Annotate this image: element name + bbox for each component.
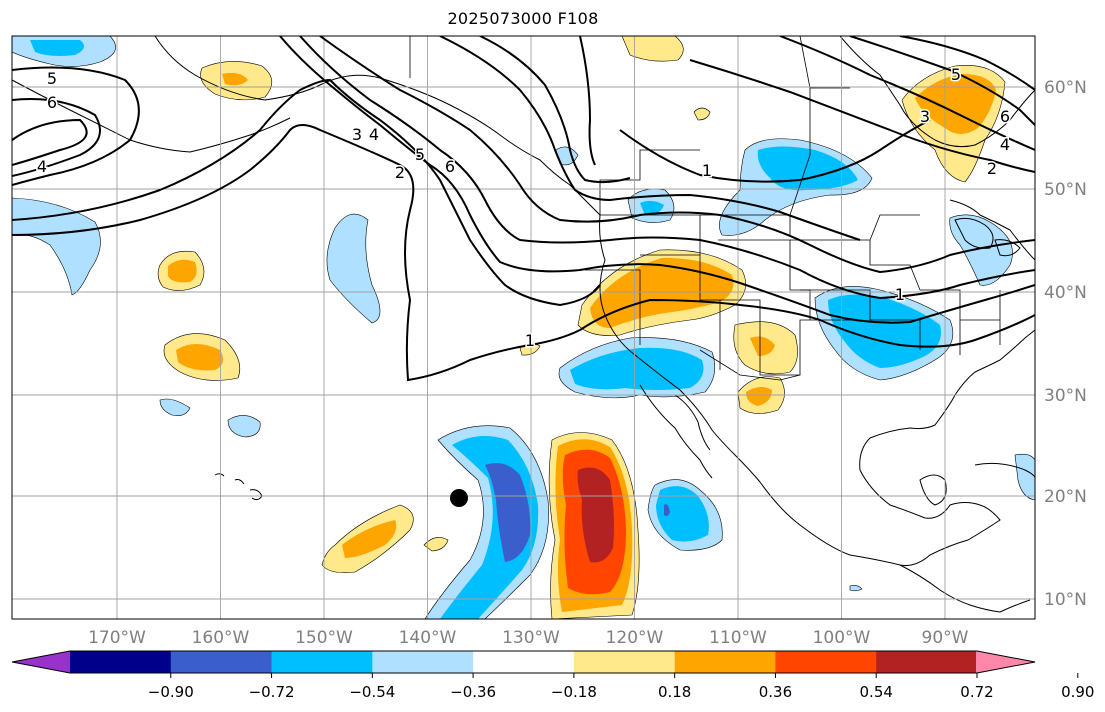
contour-value-label: 6 [47,93,57,112]
colorbar-segment [574,651,675,673]
colorbar-segment [70,651,171,673]
contour-value-label: 4 [369,125,379,144]
latitude-tick-label: 30°N [1044,386,1087,406]
longitude-tick-label: 110°W [709,628,767,648]
longitude-tick-label: 140°W [399,628,457,648]
colorbar-tick-label: −0.54 [349,683,395,701]
latitude-labels: 10°N 20°N 30°N 40°N 50°N 60°N [1044,78,1087,610]
colorbar-segment [272,651,373,673]
colorbar-tick-label: −0.36 [450,683,496,701]
latitude-tick-label: 50°N [1044,180,1087,200]
colorbar-segment [775,651,876,673]
colorbar-extend-high [976,651,1035,673]
contour-value-label: 5 [47,69,57,88]
colorbar-tick-label: 0.18 [658,683,691,701]
colorbar [12,651,1035,673]
map-figure: 5643 4562 11153 642 170°W 160°W 150°W 140°W 130… [0,0,1105,712]
contour-value-label: 2 [395,163,405,182]
colorbar-segment [675,651,776,673]
colorbar-tick-label: −0.72 [249,683,295,701]
colorbar-segment [473,651,574,673]
longitude-labels: 170°W 160°W 150°W 140°W 130°W 120°W 110°W 100°W… [88,628,969,648]
positive-anomaly-region [168,260,197,283]
contour-value-label: 1 [895,285,905,304]
contour-value-label: 4 [1000,135,1010,154]
contour-value-label: 1 [702,161,712,180]
latitude-tick-label: 20°N [1044,487,1087,507]
longitude-tick-label: 120°W [606,628,664,648]
colorbar-segment [171,651,272,673]
longitude-tick-label: 100°W [813,628,871,648]
colorbar-tick-label: 0.36 [759,683,792,701]
contour-value-label: 6 [445,157,455,176]
contour-value-label: 6 [1000,107,1010,126]
contour-value-label: 3 [920,107,930,126]
colorbar-tick-label: −0.90 [148,683,194,701]
longitude-tick-label: 130°W [502,628,560,648]
longitude-tick-label: 170°W [88,628,146,648]
colorbar-segment [876,651,977,673]
contour-value-label: 5 [415,145,425,164]
contour-value-label: 4 [37,157,47,176]
colorbar-tick-labels: −0.90 −0.72 −0.54 −0.36 −0.18 0.18 0.36 0.54 0.7… [148,673,1095,701]
colorbar-tick-label: 0.90 [1061,683,1094,701]
colorbar-tick-label: −0.18 [551,683,597,701]
latitude-tick-label: 40°N [1044,283,1087,303]
colorbar-segment [372,651,473,673]
longitude-tick-label: 90°W [922,628,969,648]
contour-value-label: 3 [352,125,362,144]
longitude-tick-label: 160°W [192,628,250,648]
latitude-tick-label: 60°N [1044,78,1087,98]
contour-value-label: 2 [987,159,997,178]
colorbar-tick-label: 0.72 [960,683,993,701]
colorbar-tick-label: 0.54 [860,683,893,701]
contour-value-label: 1 [525,331,535,350]
storm-position-marker [450,489,468,507]
colorbar-extend-low [12,651,71,673]
longitude-tick-label: 150°W [295,628,353,648]
contour-value-label: 5 [951,65,961,84]
latitude-tick-label: 10°N [1044,590,1087,610]
